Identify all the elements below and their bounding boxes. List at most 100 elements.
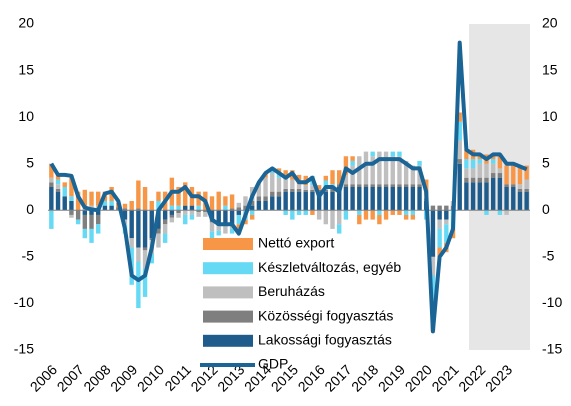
x-tick-label: 2020 [402, 361, 435, 394]
bar-segment [263, 200, 268, 211]
bar-segment [330, 170, 335, 185]
bar-segment [169, 214, 175, 218]
bar-segment [209, 222, 215, 232]
bar-segment [430, 205, 436, 211]
bar-segment [136, 210, 141, 248]
bar-segment [357, 214, 362, 225]
bar-segment [464, 159, 469, 169]
bar-segment [223, 210, 228, 225]
bar-segment [162, 219, 168, 225]
bar-segment [122, 210, 128, 220]
bar-segment [403, 210, 409, 215]
bar-segment [276, 196, 282, 211]
bar-segment [470, 159, 476, 169]
x-tick-label: 2009 [107, 361, 140, 394]
bar-segment [517, 188, 523, 192]
bar-segment [216, 230, 221, 236]
bar-segment [390, 156, 395, 185]
bar-segment [470, 168, 476, 178]
bar-segment [497, 173, 503, 178]
bar-segment [397, 156, 402, 185]
bar-segment [216, 210, 221, 225]
bar-segment [189, 210, 195, 215]
bar-segment [296, 184, 302, 189]
bar-segment [102, 205, 108, 211]
bar-segment [357, 184, 362, 187]
bar-segment [370, 156, 375, 185]
bar-segment [96, 214, 101, 225]
y-tick-label: 5 [26, 154, 34, 170]
bar-segment [497, 177, 503, 211]
bar-segment [149, 200, 154, 211]
x-tick-label: 2010 [134, 361, 167, 394]
bar-segment [256, 182, 262, 197]
bar-segment [162, 224, 168, 234]
legend-label: Beruházás [258, 283, 325, 299]
bar-segment [55, 179, 61, 185]
bar-segment [511, 187, 516, 211]
bar-segment [49, 177, 54, 183]
bar-segment [437, 219, 442, 229]
bar-segment [129, 238, 134, 248]
bar-segment [464, 182, 469, 211]
y2-tick-label: 15 [542, 61, 558, 77]
bar-segment [229, 210, 235, 225]
bar-segment [183, 210, 188, 215]
bar-segment [524, 179, 529, 189]
bar-segment [142, 187, 148, 211]
bar-segment [283, 210, 288, 215]
bar-segment [183, 214, 188, 225]
bar-segment [122, 208, 128, 211]
bar-segment [49, 182, 54, 187]
bar-segment [363, 151, 369, 185]
bar-segment [484, 182, 489, 211]
bar-segment [263, 177, 268, 197]
bar-segment [477, 163, 482, 178]
bar-segment [504, 187, 509, 211]
bar-segment [490, 163, 496, 174]
bar-segment [524, 188, 529, 192]
bar-segment [357, 210, 362, 215]
bar-segment [410, 187, 416, 211]
bar-segment [183, 182, 188, 206]
bar-segment [310, 185, 315, 190]
bar-segment [343, 174, 349, 185]
bar-segment [243, 205, 248, 211]
bar-segment [229, 228, 235, 234]
x-tick-label: 2006 [27, 361, 60, 394]
bar-segment [403, 214, 409, 220]
bar-segment [249, 200, 255, 206]
bar-segment [96, 191, 101, 206]
bar-segment [283, 174, 288, 189]
bar-segment [102, 200, 108, 206]
bar-segment [276, 177, 282, 192]
bar-segment [370, 187, 375, 211]
bar-segment [437, 205, 442, 211]
bar-segment [75, 219, 81, 225]
bar-segment [249, 205, 255, 211]
legend-swatch [203, 238, 253, 250]
bar-segment [470, 177, 476, 183]
bar-segment [417, 184, 422, 187]
y2-tick-label: -15 [542, 341, 562, 357]
bar-segment [417, 187, 422, 211]
bar-segment [196, 205, 201, 211]
bar-segment [82, 214, 88, 229]
y-tick-label: -15 [14, 341, 34, 357]
bar-segment [142, 247, 148, 251]
bar-segment [55, 188, 61, 192]
y-tick-label: -10 [14, 294, 34, 310]
legend-label: Lakossági fogyasztás [258, 332, 392, 348]
bar-segment [383, 210, 389, 220]
bar-segment [62, 182, 67, 187]
bar-segment [310, 189, 315, 192]
bar-segment [377, 184, 382, 187]
bar-segment [444, 210, 449, 220]
bar-segment [490, 159, 496, 164]
bar-segment [109, 205, 114, 211]
bar-segment [69, 214, 74, 218]
bar-segment [477, 159, 482, 164]
bar-segment [196, 210, 201, 213]
bar-segment [223, 224, 228, 234]
bar-segment [410, 210, 416, 215]
